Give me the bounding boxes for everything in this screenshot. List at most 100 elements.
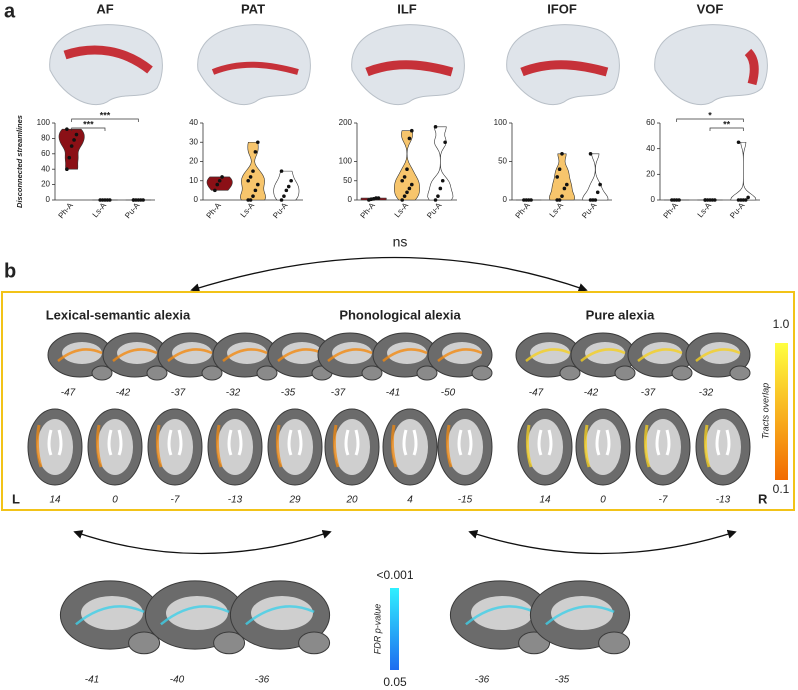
y-tick-label: 30 xyxy=(189,137,198,146)
data-point xyxy=(74,132,79,137)
data-point xyxy=(555,175,559,179)
y-tick-label: 0 xyxy=(348,195,353,204)
colorbar xyxy=(775,343,788,480)
data-point xyxy=(407,186,412,191)
tract-illustration xyxy=(211,61,299,75)
slice-label: -42 xyxy=(116,388,131,399)
data-point xyxy=(289,178,293,183)
slice-label: 29 xyxy=(288,495,301,506)
arrow xyxy=(468,529,737,555)
tract-illustration xyxy=(63,45,153,74)
tract-overlay xyxy=(637,348,683,362)
slice-label: 14 xyxy=(49,495,61,506)
brain-slice-wm xyxy=(585,419,621,475)
violin xyxy=(582,153,609,201)
tract-overlay xyxy=(112,348,158,362)
x-tick-label: Pu-A xyxy=(123,200,142,220)
panel-label: b xyxy=(4,260,16,282)
cerebellum xyxy=(471,365,493,381)
y-tick-label: 80 xyxy=(41,134,50,143)
slice-label: -36 xyxy=(255,675,270,686)
y-tick-label: 100 xyxy=(494,118,508,127)
data-point xyxy=(65,127,69,131)
violin xyxy=(206,176,233,191)
data-point xyxy=(376,196,381,200)
data-point xyxy=(253,188,258,193)
brain-slice-wm xyxy=(97,419,133,475)
tract-overlay xyxy=(580,348,626,362)
data-point xyxy=(246,178,250,183)
tract-overlay xyxy=(35,424,43,468)
slice-label: -41 xyxy=(85,675,99,686)
colorbar-label: FDR p-value xyxy=(372,604,382,655)
cerebellum xyxy=(559,365,581,381)
data-point xyxy=(560,194,564,198)
data-point xyxy=(436,194,440,198)
x-tick-label: Ph-A xyxy=(358,200,377,220)
colorbar-max: 1.0 xyxy=(773,317,790,331)
y-tick-label: 40 xyxy=(646,144,655,153)
cerebellum xyxy=(213,631,246,655)
y-tick-label: 0 xyxy=(651,195,656,204)
brain-slice-wm xyxy=(277,419,313,475)
group-title: Phonological alexia xyxy=(339,307,461,322)
cerebellum xyxy=(91,365,113,381)
data-point xyxy=(677,198,681,202)
colorbar-min: 0.05 xyxy=(383,675,407,689)
ventricle xyxy=(47,429,63,456)
significance-bracket xyxy=(71,118,139,122)
x-tick-label: Ph-A xyxy=(56,200,75,220)
y-tick-label: 0 xyxy=(46,195,51,204)
data-point xyxy=(557,167,562,171)
data-point xyxy=(108,198,112,202)
data-point xyxy=(141,198,145,202)
side-label: L xyxy=(12,491,20,506)
slice-label: -41 xyxy=(386,388,400,399)
brain-slice-wm xyxy=(585,342,625,364)
tract-overlay xyxy=(332,424,340,468)
tract-overlay xyxy=(95,424,103,468)
brain-slice-wm xyxy=(447,419,483,475)
cerebellum xyxy=(298,631,331,655)
slice-label: -47 xyxy=(529,388,544,399)
data-point xyxy=(72,138,76,142)
ventricle xyxy=(287,429,303,456)
x-tick-label: Ls-A xyxy=(91,200,109,219)
data-point xyxy=(433,198,438,202)
data-point xyxy=(405,167,409,171)
violin xyxy=(394,130,420,201)
brain-slice-wm xyxy=(705,419,741,475)
y-tick-label: 100 xyxy=(37,118,51,127)
data-point xyxy=(69,144,74,148)
tract-overlay xyxy=(703,424,711,468)
data-point xyxy=(529,198,533,202)
tract-overlay xyxy=(382,348,428,362)
chart-title: ILF xyxy=(397,1,417,16)
tract-overlay xyxy=(390,424,398,468)
colorbar-max: <0.001 xyxy=(376,568,413,582)
brain-slice-wm xyxy=(282,342,322,364)
ventricle xyxy=(344,429,360,456)
data-point xyxy=(440,178,445,183)
data-point xyxy=(560,152,564,156)
cerebellum xyxy=(671,365,693,381)
data-point xyxy=(131,198,136,202)
significance-label: * xyxy=(708,110,712,120)
brain-slice-wm xyxy=(642,342,682,364)
x-tick-label: Ls-A xyxy=(548,200,566,219)
brain-slice-wm xyxy=(551,595,613,631)
y-tick-label: 20 xyxy=(41,180,50,189)
x-tick-label: Pu-A xyxy=(580,200,599,220)
slice-label: 20 xyxy=(345,495,358,506)
x-tick-label: Ph-A xyxy=(513,200,532,220)
brain-illustration xyxy=(49,24,163,105)
x-tick-label: Pu-A xyxy=(728,200,747,220)
slice-label: -13 xyxy=(716,495,731,506)
y-tick-label: 50 xyxy=(343,176,352,185)
x-tick-label: Pu-A xyxy=(425,200,444,220)
brain-slice-wm xyxy=(392,419,428,475)
data-point xyxy=(588,152,593,156)
significance-label: ** xyxy=(723,119,731,129)
colorbar-min: 0.1 xyxy=(773,482,790,496)
x-tick-label: Ph-A xyxy=(661,200,680,220)
